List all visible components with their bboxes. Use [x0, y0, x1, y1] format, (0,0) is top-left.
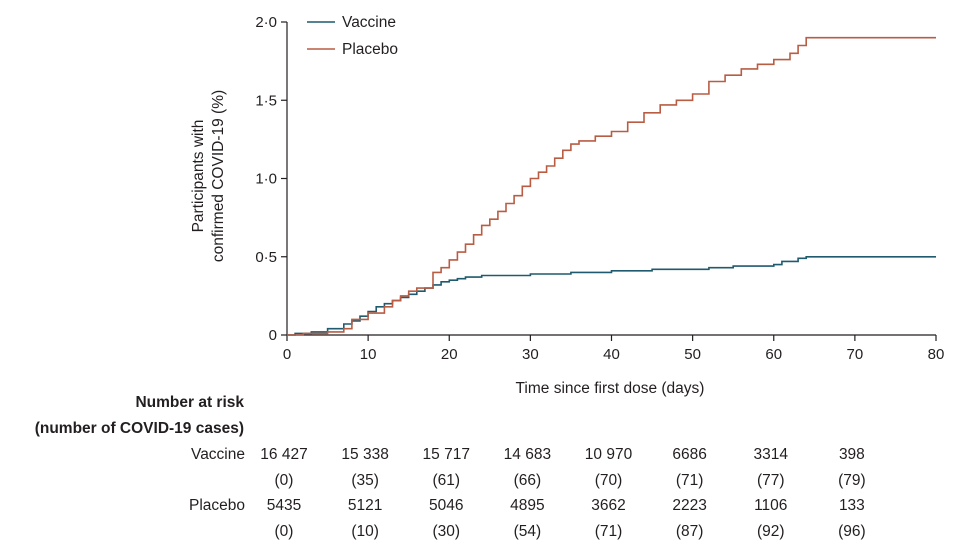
- risk-case-count: (35): [351, 472, 379, 489]
- risk-count: 15 338: [341, 446, 389, 463]
- risk-row-label-placebo: Placebo: [188, 497, 245, 514]
- risk-count: 398: [838, 446, 865, 463]
- risk-count: 14 683: [503, 446, 552, 463]
- km-chart: 0 10 20 30 40 50 60 70 80 0 0·5 1·0 1·5 2·0 Vaccine Pl…: [190, 14, 944, 397]
- y-tick-label: 1·0: [255, 171, 277, 188]
- y-axis-title-line-1: Participants with: [190, 120, 207, 233]
- risk-case-count: (10): [351, 523, 379, 540]
- risk-case-count: (71): [675, 472, 704, 489]
- risk-case-count: (0): [274, 523, 294, 540]
- risk-row-label-vaccine: Vaccine: [191, 446, 245, 463]
- risk-count: 3662: [591, 497, 626, 514]
- x-tick-label: 70: [847, 346, 864, 363]
- risk-case-count: (96): [838, 523, 866, 540]
- risk-case-count: (0): [274, 472, 294, 489]
- x-tick-label: 10: [360, 346, 377, 363]
- legend: Vaccine Placebo: [307, 14, 398, 58]
- series-line-placebo: [287, 36, 936, 336]
- risk-count: 15 717: [422, 446, 470, 463]
- risk-count: 6686: [672, 446, 707, 463]
- risk-case-count: (66): [513, 472, 542, 489]
- risk-case-count: (79): [838, 472, 866, 489]
- y-tick-label: 0: [269, 327, 277, 344]
- x-tick-label: 60: [765, 346, 782, 363]
- risk-count: 5121: [347, 497, 383, 514]
- legend-label-placebo: Placebo: [342, 41, 398, 58]
- series-lines: [287, 36, 936, 336]
- x-axis-title: Time since first dose (days): [516, 380, 705, 397]
- risk-case-count: (54): [513, 523, 542, 540]
- y-tick-label: 1·5: [255, 92, 277, 109]
- risk-case-count: (71): [594, 523, 623, 540]
- risk-case-count: (87): [675, 523, 704, 540]
- risk-case-count: (61): [432, 472, 461, 489]
- x-tick-label: 30: [522, 346, 539, 363]
- risk-case-count: (30): [432, 523, 461, 540]
- x-tick-label: 80: [928, 346, 945, 363]
- x-tick-label: 20: [441, 346, 458, 363]
- y-axis-title-line-2: confirmed COVID-19 (%): [210, 90, 227, 262]
- risk-count: 1106: [754, 497, 788, 514]
- risk-table-title: Number at risk: [135, 394, 244, 411]
- risk-case-count: (92): [756, 523, 785, 540]
- series-line-vaccine: [287, 256, 936, 336]
- x-tick-label: 40: [603, 346, 620, 363]
- y-tick-label: 0·5: [255, 249, 277, 266]
- x-tick-label: 0: [283, 346, 291, 363]
- risk-count: 16 427: [260, 446, 308, 463]
- risk-count: 133: [838, 497, 865, 514]
- risk-count: 4895: [510, 497, 545, 514]
- legend-label-vaccine: Vaccine: [342, 14, 396, 31]
- axes: 0 10 20 30 40 50 60 70 80 0 0·5 1·0 1·5 2·0: [255, 14, 944, 363]
- risk-count: 2223: [672, 497, 707, 514]
- risk-count: 5046: [429, 497, 464, 514]
- x-tick-label: 50: [684, 346, 701, 363]
- risk-count: 5435: [266, 497, 302, 514]
- risk-table-subtitle: (number of COVID-19 cases): [34, 420, 244, 437]
- risk-count: 10 970: [584, 446, 633, 463]
- y-tick-label: 2·0: [255, 14, 277, 31]
- risk-case-count: (70): [594, 472, 623, 489]
- risk-count: 3314: [753, 446, 788, 463]
- risk-case-count: (77): [756, 472, 785, 489]
